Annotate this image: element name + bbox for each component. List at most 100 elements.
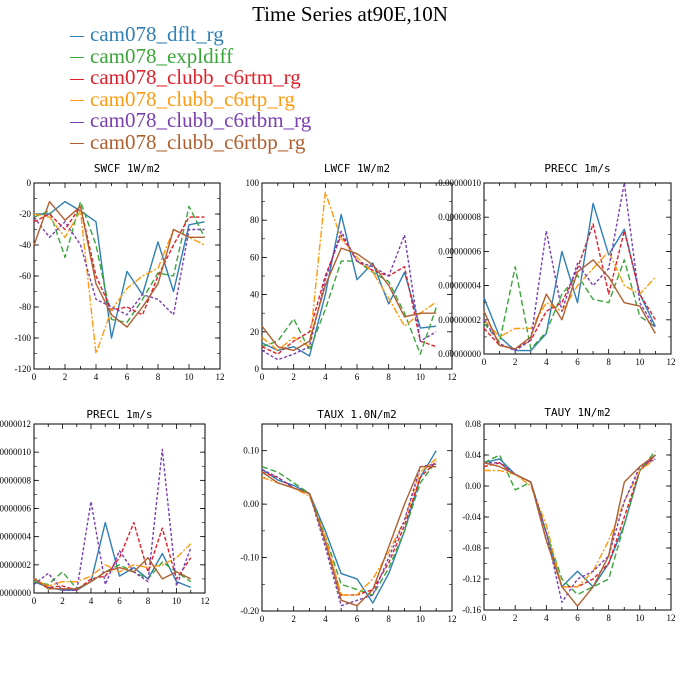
series-line-cam078_clubb_c6rtbm_rg [483,182,656,352]
series-line-cam078_dflt_rg [483,454,656,588]
x-tick-label: 8 [146,596,151,606]
x-tick-label: 12 [667,613,676,623]
y-tick-label: 0.00000000 [0,588,32,598]
y-tick-label: 100 [246,178,260,188]
legend-item: cam078_expldiff [70,43,311,68]
legend-item: cam078_clubb_c6rtbp_rg [70,131,311,154]
y-tick-label: 80 [250,215,260,225]
chart-panel-5: TAUX 1.0N/m2 0 2 4 6 8 10 12 0.10 0.00 -0.10 -0.20 [240,408,456,624]
y-tick-label: -60 [19,271,31,281]
x-tick-label: 12 [201,596,210,606]
legend-swatch [70,100,84,102]
panel-title: TAUY 1N/m2 [544,406,610,419]
x-tick-label: 8 [386,372,391,382]
legend-item: cam078_clubb_c6rtp_rg [70,88,311,111]
y-tick-label: -40 [19,240,31,250]
y-tick-label: 0.00000006 [0,504,32,514]
x-tick-label: 8 [386,614,391,624]
panel-title: LWCF 1W/m2 [324,162,390,175]
y-tick-label: 0.00000002 [438,315,481,325]
series-line-cam078_clubb_c6rtm_rg [261,460,437,596]
legend-item: cam078_clubb_c6rtbm_rg [70,108,312,132]
series-line-cam078_clubb_c6rtbp_rg [261,466,437,607]
y-tick-label: 0.08 [465,419,481,429]
series-line-cam078_expldiff [261,460,437,596]
chart-panel-1: SWCF 1W/m2 0 2 4 6 8 10 12 0 -20 -40 -60 -80 -100 -120 [15,162,225,382]
series-line-cam078_clubb_c6rtbp_rg [483,259,657,350]
series-line-cam078_expldiff [261,260,437,355]
legend-swatch [70,35,84,37]
y-tick-label: -0.20 [240,606,259,616]
series-line-cam078_dflt_rg [261,450,437,604]
plot-frame [261,423,453,612]
series-line-cam078_clubb_c6rtm_rg [33,205,205,316]
legend-label: cam078_clubb_c6rtm_rg [90,65,301,89]
x-tick-label: 6 [355,614,360,624]
series-line-cam078_dflt_rg [261,213,437,357]
y-tick-label: 0.00000000 [438,349,481,359]
y-tick-label: 0 [27,178,32,188]
series-line-cam078_expldiff [483,450,656,596]
x-tick-label: 8 [606,613,611,623]
series-line-cam078_clubb_c6rtbm_rg [33,216,205,316]
x-tick-label: 0 [260,614,265,624]
series-line-cam078_clubb_c6rtbm_rg [261,463,437,607]
chart-panel-6: TAUY 1N/m2 0 2 4 6 8 10 12 0.08 0.04 0.00 -0.04 -0.0… [462,406,675,623]
series-line-cam078_clubb_c6rtbm_rg [33,448,192,591]
plot-frame [483,423,672,611]
y-tick-label: 0.00 [465,481,481,491]
legend-swatch [70,57,84,59]
panel-title: SWCF 1W/m2 [94,162,160,175]
x-tick-label: 10 [416,372,426,382]
x-tick-label: 0 [482,357,487,367]
series-line-cam078_clubb_c6rtp_rg [483,250,656,338]
series-line-cam078_clubb_c6rtp_rg [33,543,192,587]
x-tick-label: 2 [513,613,518,623]
x-tick-label: 2 [63,372,68,382]
x-tick-label: 4 [323,372,328,382]
x-tick-label: 4 [544,357,549,367]
x-tick-label: 12 [667,357,676,367]
x-tick-label: 10 [635,357,645,367]
legend-label: cam078_expldiff [90,43,234,68]
y-tick-label: 0.00000006 [438,246,481,256]
series-line-cam078_clubb_c6rtm_rg [261,234,437,355]
legend-label: cam078_clubb_c6rtbm_rg [90,108,312,132]
y-tick-label: 0 [255,364,260,374]
y-tick-label: -100 [15,333,32,343]
x-tick-label: 10 [172,596,182,606]
x-tick-label: 2 [291,372,296,382]
x-tick-label: 4 [544,613,549,623]
x-tick-label: 2 [60,596,65,606]
series-line-cam078_dflt_rg [34,200,205,339]
series-line-cam078_clubb_c6rtbp_rg [483,454,656,607]
series-line-cam078_clubb_c6rtm_rg [33,521,192,591]
x-tick-label: 0 [32,372,37,382]
chart-panel-3: PRECC 1m/s 0 2 4 6 8 10 12 0.00000000 0.00000002 0… [438,162,675,367]
x-tick-label: 4 [323,614,328,624]
x-tick-label: 6 [575,357,580,367]
x-tick-label: 6 [125,372,130,382]
series-line-cam078_expldiff [483,259,656,350]
y-tick-label: 0.00000004 [0,532,32,542]
x-tick-label: 2 [513,357,518,367]
panel-title: PRECL 1m/s [86,408,152,421]
plot-frame [261,182,453,370]
series-line-cam078_clubb_c6rtp_rg [261,191,437,352]
legend: cam078_dflt_rg cam078_expldiff cam078_club… [70,23,312,154]
y-tick-label: 0.00000004 [438,281,481,291]
plot-frame [33,182,221,370]
legend-swatch [70,143,84,145]
x-tick-label: 0 [32,596,37,606]
x-tick-label: 8 [156,372,161,382]
x-tick-label: 12 [448,614,457,624]
y-tick-label: 0.00000010 [0,447,32,457]
y-tick-label: 0.00 [243,499,259,509]
x-tick-label: 6 [117,596,122,606]
x-tick-label: 10 [416,614,426,624]
y-tick-label: 20 [250,327,260,337]
series-line-cam078_clubb_c6rtbp_rg [33,557,192,590]
y-tick-label: -0.04 [462,512,481,522]
